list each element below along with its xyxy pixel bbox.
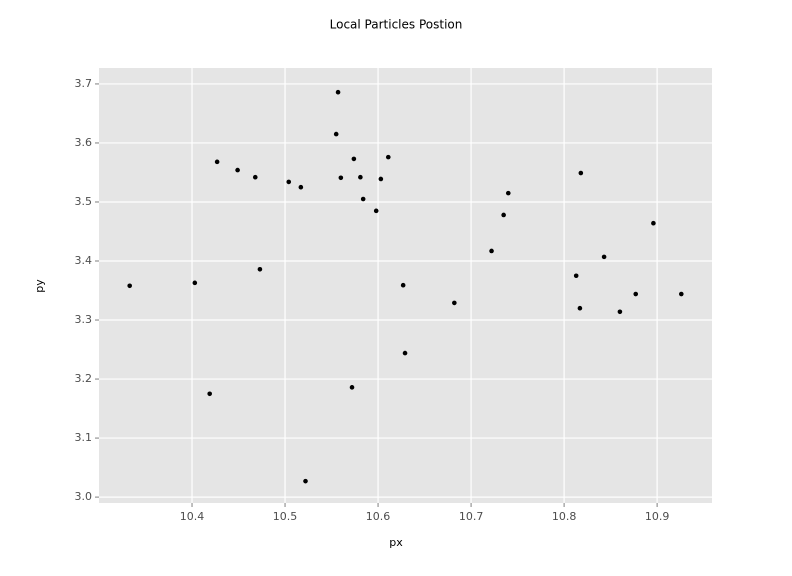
y-tick-label: 3.6: [75, 136, 93, 149]
point: [385, 154, 391, 160]
chart-title: Local Particles Postion: [330, 18, 463, 32]
y-tick-label: 3.7: [75, 77, 93, 90]
point: [351, 156, 357, 162]
point: [252, 174, 258, 180]
point: [489, 248, 494, 254]
point: [578, 170, 584, 176]
point: [617, 309, 623, 315]
point: [573, 273, 579, 279]
y-axis-label: py: [33, 279, 46, 293]
point: [335, 89, 341, 95]
y-tick-label: 3.3: [75, 313, 93, 326]
point: [452, 300, 457, 306]
point: [633, 291, 639, 297]
point: [400, 282, 406, 288]
point: [286, 179, 292, 185]
x-tick-label: 10.5: [273, 510, 298, 523]
y-tick-label: 3.4: [75, 254, 93, 267]
point: [303, 478, 308, 484]
y-tick-label: 3.1: [75, 431, 93, 444]
point: [207, 391, 212, 397]
y-tick-label: 3.5: [75, 195, 93, 208]
point: [333, 131, 339, 137]
x-tick-label: 10.8: [552, 510, 577, 523]
x-tick-label: 10.4: [180, 510, 205, 523]
x-tick-label: 10.6: [366, 510, 391, 523]
point: [349, 385, 355, 390]
point: [360, 196, 366, 202]
point: [378, 176, 384, 182]
point: [505, 190, 511, 196]
point: [338, 175, 344, 181]
point: [373, 208, 379, 214]
point: [214, 159, 220, 165]
point: [358, 174, 363, 180]
point: [501, 212, 506, 218]
y-tick-label: 3.2: [75, 372, 93, 385]
point: [127, 283, 132, 289]
x-tick-label: 10.9: [645, 510, 670, 523]
point: [601, 254, 607, 260]
point: [298, 184, 304, 190]
point: [679, 291, 684, 297]
x-axis-label: px: [389, 536, 403, 549]
point: [651, 220, 656, 226]
point: [402, 350, 408, 356]
point: [192, 280, 198, 286]
y-tick-label: 3.0: [75, 490, 93, 503]
plot-panel: [99, 68, 712, 503]
point: [235, 167, 240, 173]
point: [257, 266, 263, 272]
point: [577, 305, 583, 311]
x-tick-label: 10.7: [459, 510, 484, 523]
